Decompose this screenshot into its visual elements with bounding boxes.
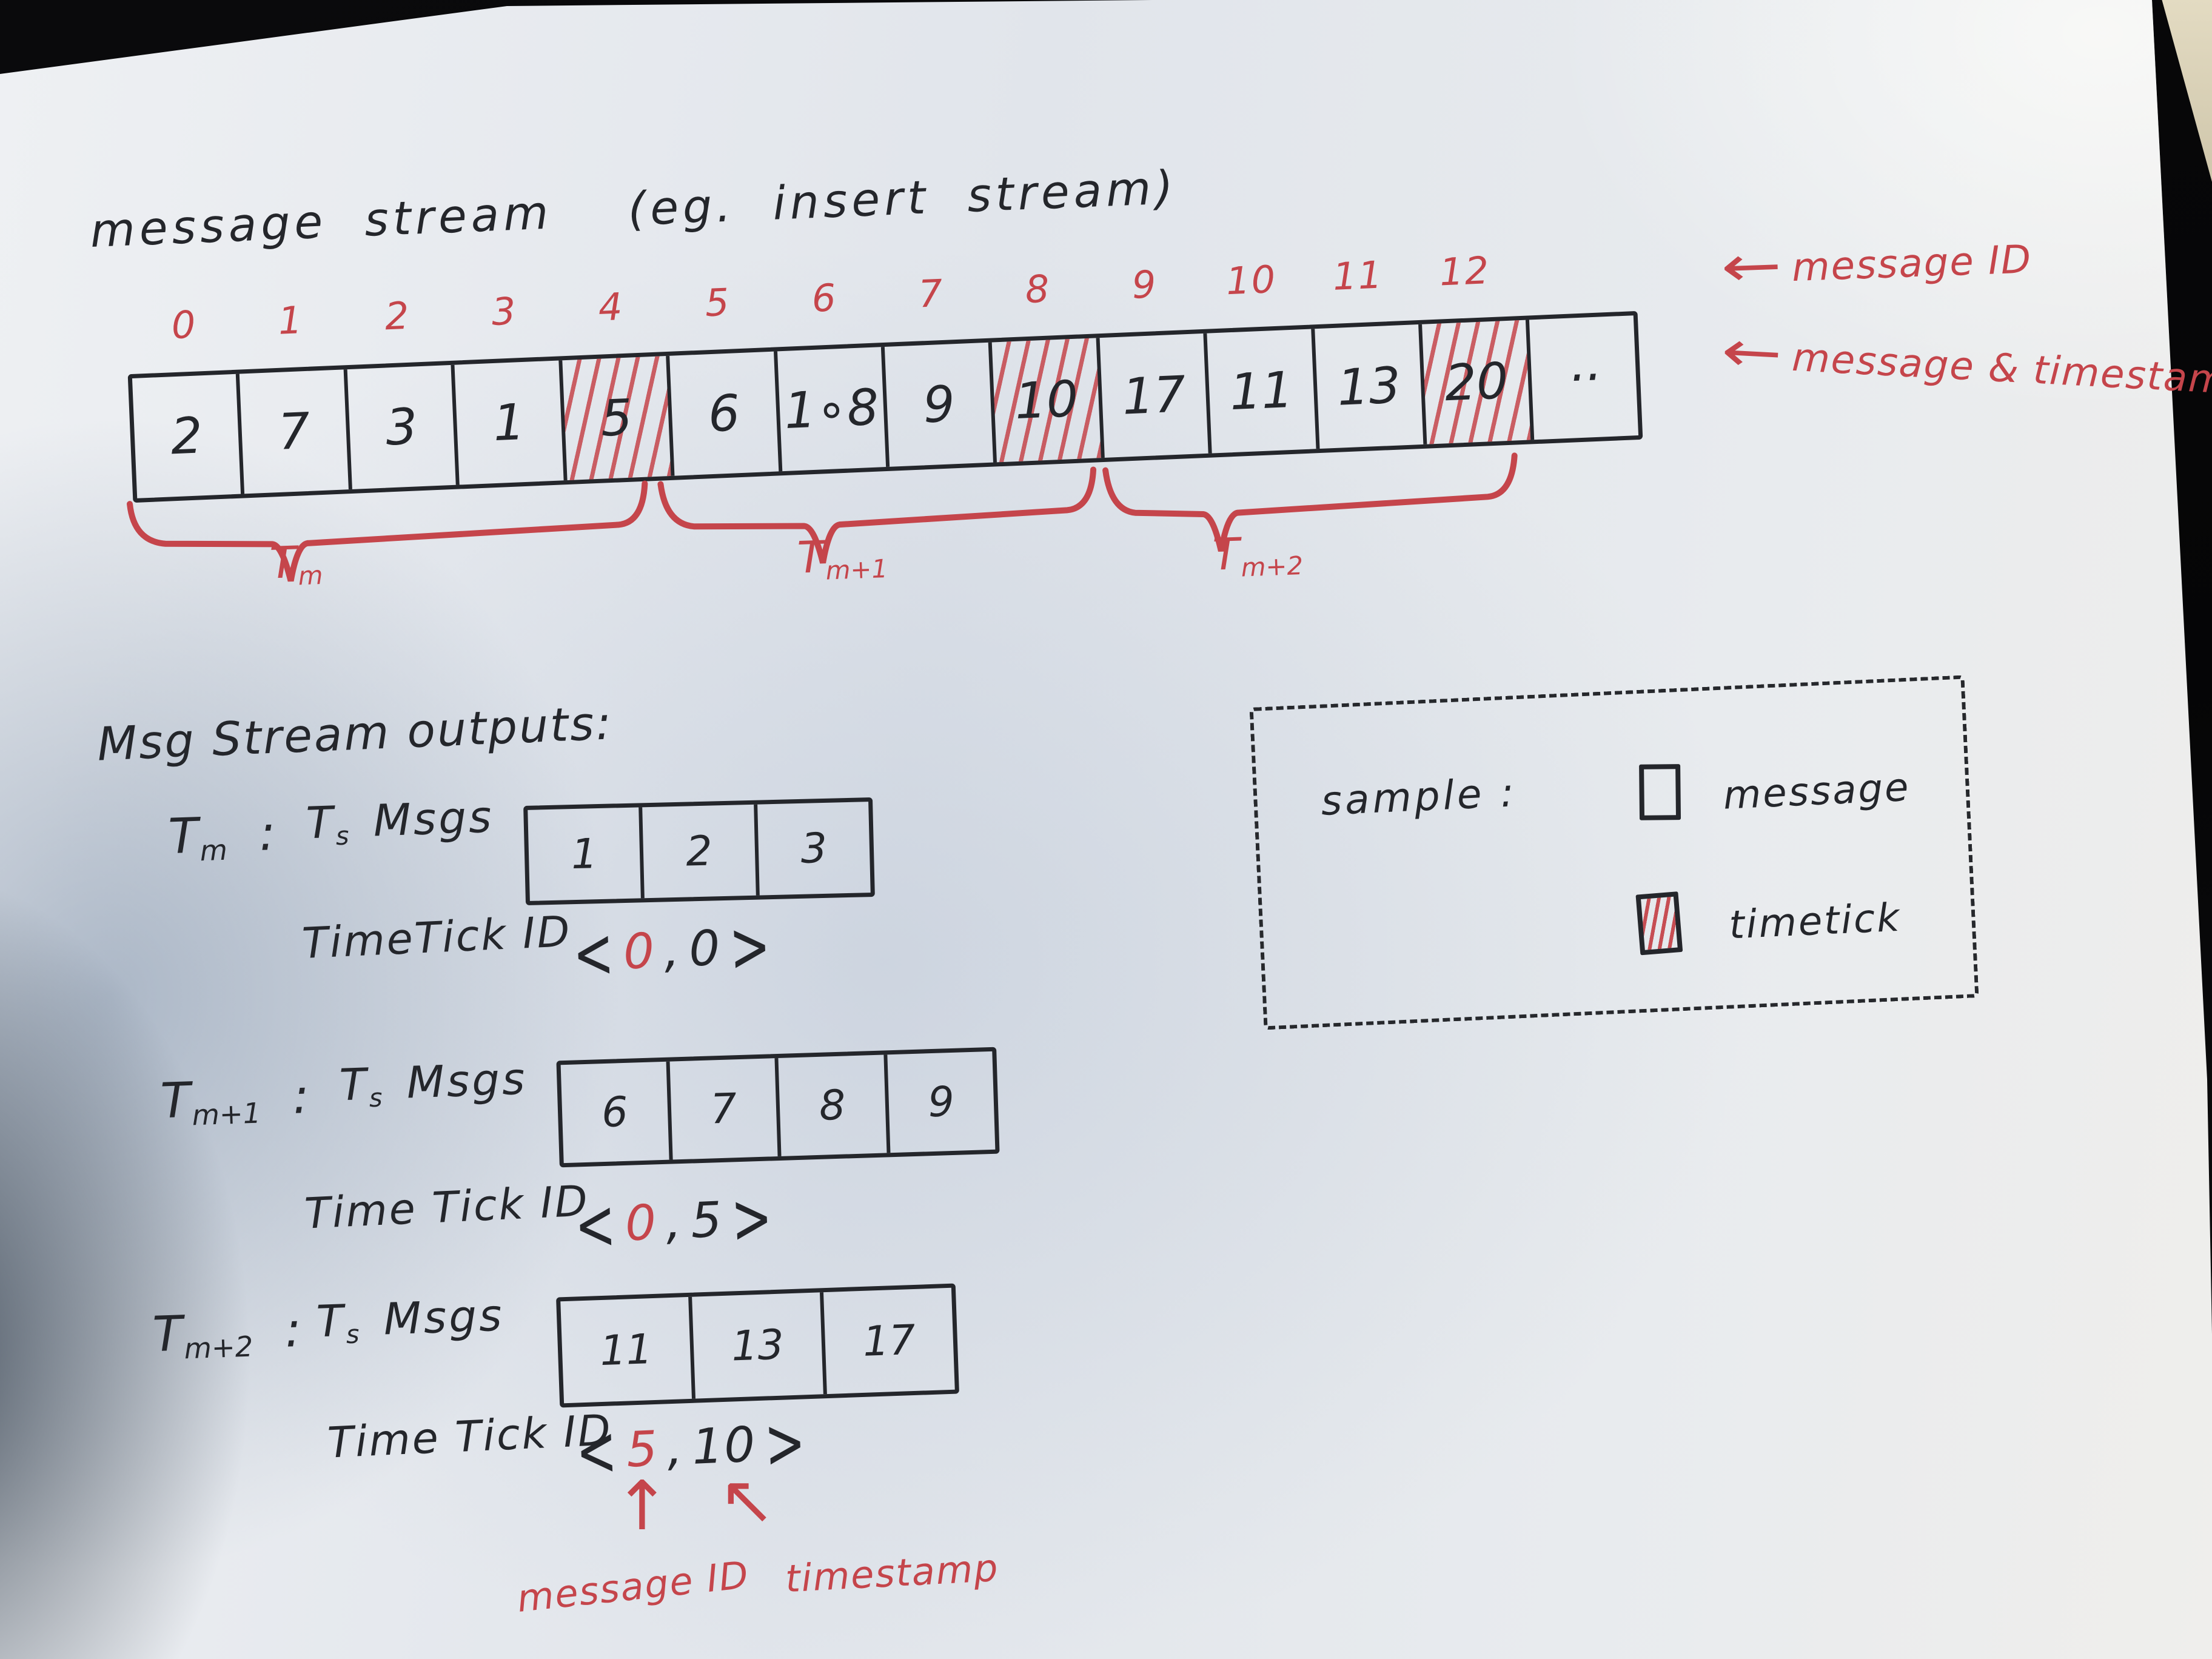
ts-msg-cell: 17 [862,1316,916,1366]
stream-index: 10 [1225,256,1278,304]
stream-cell: 17 [1099,333,1212,458]
stream-index: 12 [1438,248,1491,295]
stream-cell: 1 [454,360,568,485]
stream-index: 2 [384,293,411,339]
window-label-tm1: Tm+1 [796,531,888,586]
stream-index: 1 [277,298,304,343]
ts-msg-cell: 8 [778,1054,890,1156]
ts-msgs-box-tm: 1 2 3 [523,797,875,906]
table-surface-corner [2162,0,2212,182]
stream-index: 3 [491,289,518,334]
stream-cell: 7 [240,369,352,494]
time-tick-cell: 10 [992,338,1105,463]
stream-cell: 3 [347,364,460,489]
legend-timetick-label: timetick [1728,895,1902,948]
arrow-up-left-icon: ↖ [719,1461,776,1540]
ts-msgs-box-tm2: 11 13 17 [556,1283,959,1408]
time-tick-cell: 20 [1422,320,1535,444]
ts-msgs-box-tm1: 6 7 8 9 [556,1047,1000,1168]
arrow-left-icon: ← [1720,318,1786,387]
arrow-up-icon: ↑ [614,1467,671,1546]
stream-cell: 11 [1207,329,1320,454]
stream-cell: 9 [884,342,997,467]
message-icon [1639,764,1681,820]
stream-index: 11 [1332,252,1384,299]
stream-index: 9 [1131,262,1158,307]
ts-msg-cell: 3 [800,824,828,873]
ts-msgs-label: Ts Msgs [315,1289,505,1350]
stream-index: 6 [811,275,838,321]
ts-msg-cell: 7 [669,1057,782,1160]
stream-cell: 6 [669,351,782,476]
underbrace-tm2 [1102,452,1518,552]
ts-msg-cell: 13 [692,1292,827,1399]
underbrace-tm [127,480,648,582]
output-term-tm1: Tm+1 : [159,1067,312,1132]
stream-cell: 1∘8 [777,346,890,472]
stream-index: 7 [917,270,945,317]
output-term-tm: Tm : [167,804,278,868]
ts-msg-cell: 1 [528,807,645,901]
ts-msg-cell: 11 [560,1296,695,1404]
ts-msg-cell: 9 [927,1078,955,1127]
output-term-tm2: Tm+2 : [152,1301,304,1366]
window-braces [127,452,1518,582]
time-tick-cell: 5 [562,355,675,481]
legend-message-label: message [1722,765,1911,819]
stream-cell-ellipsis: ·· [1567,348,1601,407]
timetick-id-value-tm1: < 0 , 5 > [573,1176,776,1267]
legend-box: sample : message timetick [1249,675,1979,1030]
stream-cell: 13 [1314,324,1427,449]
legend-title: sample : [1319,769,1518,825]
ts-msgs-label: Ts Msgs [305,791,495,851]
stream-index: 8 [1024,266,1051,312]
arrow-left-icon: ← [1720,232,1785,300]
ts-msgs-label: Ts Msgs [338,1053,528,1113]
timetick-icon [1635,891,1683,956]
stream-cell: 2 [132,374,245,498]
stream-index: 4 [597,284,625,330]
ts-msg-cell: 6 [560,1061,673,1164]
window-label-tm: Tm [269,536,324,591]
timetick-id-value-tm: < 0 , 0 > [571,905,774,995]
window-label-tm2: Tm+2 [1212,528,1304,583]
underbrace-tm1 [657,466,1097,564]
stream-index: 5 [704,280,731,326]
stream-index: 0 [170,302,198,348]
ts-msg-cell: 2 [642,804,760,899]
